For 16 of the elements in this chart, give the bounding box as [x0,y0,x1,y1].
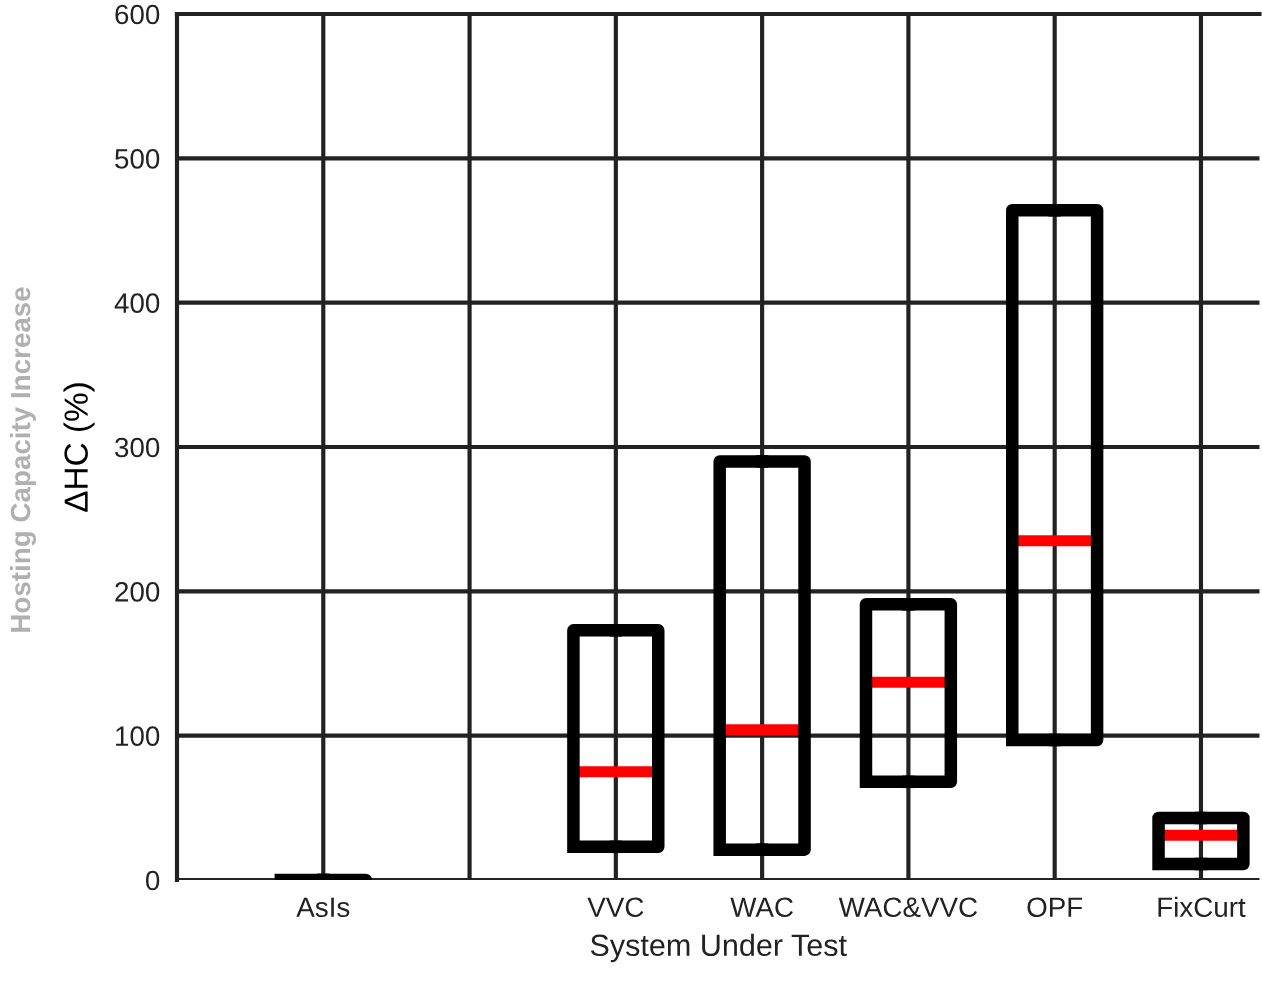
x-axis-title: System Under Test [590,933,847,963]
x-tick-label: WAC [730,897,793,918]
y-tick-label: 200 [115,582,160,602]
y-tick-label: 0 [145,870,160,891]
y-tick-label: 400 [114,293,160,314]
y-tick-label: 100 [116,726,160,747]
x-tick-label: FixCurt [1158,896,1246,918]
y-axis-title: ΔHC (%) [63,383,95,512]
x-tick-label: OPF [1027,897,1083,918]
x-tick-label: VVC [587,897,644,918]
x-tick-label: AsIs [296,897,350,918]
y-tick-label: 600 [115,4,160,25]
y-tick-label: 300 [115,437,160,458]
text: Hosting Capacity Increase [9,287,37,632]
y-tick-label: 500 [115,149,160,169]
x-tick-label: WAC&VVC [838,897,978,918]
